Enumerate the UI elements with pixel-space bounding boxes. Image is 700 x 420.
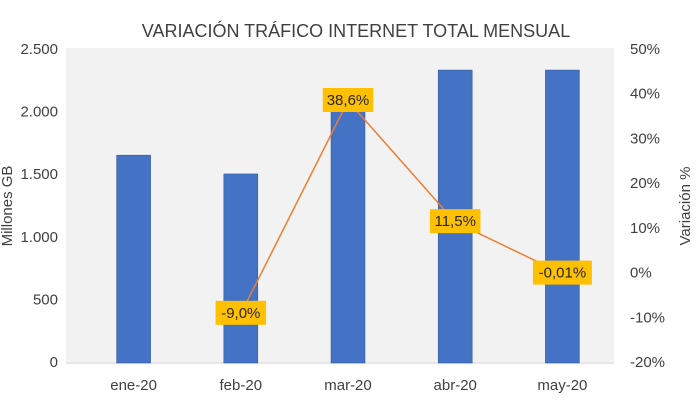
- value-label: 38,6%: [327, 92, 370, 109]
- y2-tick-label: 20%: [630, 175, 660, 192]
- value-label: -0,01%: [539, 265, 587, 282]
- y2-axis-label: Variación %: [677, 167, 694, 246]
- bar: [223, 173, 259, 364]
- value-label-box: [429, 209, 481, 234]
- value-label: -9,0%: [221, 305, 260, 322]
- bar: [116, 154, 151, 364]
- bar: [545, 69, 580, 364]
- x-tick-label: ene-20: [110, 377, 157, 394]
- value-label-box: [215, 300, 267, 325]
- y2-tick-label: -10%: [630, 309, 665, 326]
- x-tick-label: mar-20: [324, 377, 372, 394]
- x-tick-label: abr-20: [434, 377, 477, 394]
- value-label: 11,5%: [434, 213, 475, 230]
- x-tick-label: feb-20: [220, 377, 263, 394]
- value-label-box: [532, 260, 592, 285]
- y-tick-label: 0: [50, 354, 58, 371]
- y2-tick-label: 30%: [630, 130, 660, 147]
- y-tick-label: 2.000: [20, 104, 58, 121]
- y-tick-label: 1.500: [20, 166, 58, 183]
- line: [240, 99, 563, 315]
- x-tick-label: may-20: [537, 377, 587, 394]
- y-tick-label: 1.000: [20, 229, 58, 246]
- value-label-box: [322, 87, 374, 112]
- y2-tick-label: -20%: [630, 354, 665, 371]
- y-tick-label: 2.500: [20, 41, 58, 58]
- y2-tick-label: 50%: [630, 41, 660, 58]
- y2-tick-label: 0%: [630, 265, 652, 282]
- chart-title: VARIACIÓN TRÁFICO INTERNET TOTAL MENSUAL: [142, 20, 570, 41]
- y-tick-label: 500: [33, 291, 58, 308]
- y2-tick-label: 10%: [630, 220, 660, 237]
- bar: [330, 99, 366, 364]
- y-axis-label: Millones GB: [0, 166, 16, 247]
- y2-tick-label: 40%: [630, 86, 660, 103]
